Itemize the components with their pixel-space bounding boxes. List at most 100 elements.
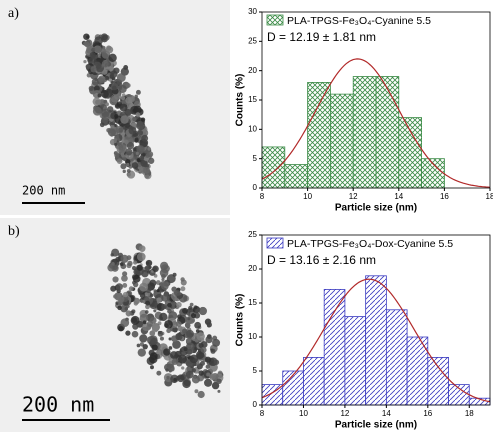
particle — [131, 162, 139, 169]
x-tick-label: 14 — [382, 409, 391, 418]
particle — [145, 261, 150, 265]
particle — [85, 64, 91, 69]
bar — [352, 76, 377, 189]
bar — [398, 117, 422, 189]
particle — [134, 137, 139, 142]
particle — [135, 89, 141, 95]
particle — [92, 97, 101, 106]
x-tick-label: 16 — [423, 409, 432, 418]
particle — [152, 265, 159, 273]
particle — [147, 157, 155, 164]
particle — [111, 85, 117, 91]
particle — [204, 378, 213, 387]
particle — [99, 122, 105, 128]
particle — [128, 126, 137, 135]
bar — [365, 275, 387, 406]
particle — [118, 85, 127, 93]
particle — [175, 320, 182, 327]
particle — [168, 311, 178, 321]
particle — [114, 152, 120, 158]
particle — [211, 381, 220, 390]
particle — [191, 368, 196, 373]
particle — [172, 340, 181, 349]
particle — [171, 358, 179, 365]
particle — [111, 264, 119, 272]
particle — [110, 253, 114, 257]
particle — [88, 85, 94, 91]
particle — [113, 294, 118, 299]
particle — [90, 66, 97, 73]
x-tick-label: 18 — [486, 192, 493, 201]
particle — [159, 336, 164, 341]
particle — [111, 121, 116, 126]
particle — [126, 142, 135, 150]
particle — [197, 390, 205, 399]
particle — [117, 305, 122, 311]
particle — [205, 335, 213, 344]
bar — [329, 93, 354, 189]
particle — [206, 372, 211, 377]
x-tick-label: 8 — [260, 192, 265, 201]
particle — [125, 310, 132, 317]
particle — [122, 271, 128, 277]
particle — [133, 260, 138, 265]
particle — [189, 354, 199, 364]
particle — [217, 389, 221, 393]
particle — [210, 348, 216, 354]
y-tick-label: 10 — [248, 124, 257, 133]
particle — [136, 120, 144, 128]
plot-frame — [261, 234, 491, 406]
particle — [120, 95, 126, 101]
particle — [132, 117, 137, 122]
x-tick-label: 14 — [394, 192, 403, 201]
tem-image — [0, 0, 230, 215]
particle — [195, 350, 205, 360]
particle — [126, 162, 130, 167]
x-axis-label: Particle size (nm) — [335, 203, 417, 214]
x-tick-label: 8 — [260, 409, 265, 418]
particle — [144, 265, 151, 271]
particle — [182, 328, 188, 334]
particle — [166, 328, 172, 334]
particle — [176, 301, 182, 308]
particle — [110, 285, 117, 292]
particle — [189, 302, 194, 307]
particle — [199, 360, 205, 366]
particle — [145, 174, 150, 179]
particle — [176, 375, 181, 381]
particle — [120, 115, 129, 124]
particle — [149, 279, 157, 287]
particle — [150, 365, 154, 370]
particle — [92, 106, 102, 116]
y-tick-label: 5 — [253, 154, 258, 163]
particle — [115, 125, 124, 134]
particle — [100, 90, 109, 98]
particle — [135, 151, 139, 155]
particle — [108, 53, 117, 62]
particle — [181, 366, 185, 370]
particle — [139, 334, 148, 343]
particle — [135, 112, 141, 117]
bar — [303, 356, 325, 406]
particle — [182, 307, 188, 314]
y-axis-label: Counts (%) — [235, 74, 246, 127]
particle — [122, 283, 128, 288]
particle — [146, 320, 154, 327]
particle — [148, 354, 158, 364]
particle — [206, 323, 211, 328]
fit-curve — [261, 278, 491, 403]
particle — [140, 159, 148, 167]
particle — [216, 378, 222, 385]
particle — [120, 304, 128, 313]
particle — [145, 304, 150, 310]
particle — [138, 245, 146, 252]
particle — [136, 343, 141, 348]
x-axis-label: Particle size (nm) — [335, 420, 417, 431]
particle — [121, 275, 128, 282]
annotation: D = 12.19 ± 1.81 nm — [267, 30, 376, 44]
particle — [194, 338, 199, 343]
scale-bar-label: 200 nm — [22, 184, 65, 198]
particle — [160, 280, 167, 287]
